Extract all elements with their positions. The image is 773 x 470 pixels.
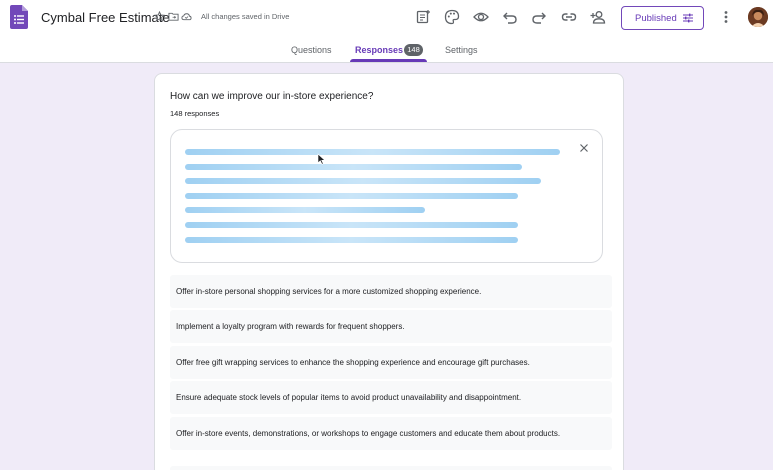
response-item-partial: [170, 466, 612, 470]
google-forms-logo-icon[interactable]: [10, 5, 28, 29]
account-avatar[interactable]: [748, 7, 768, 27]
save-status: All changes saved in Drive: [201, 12, 290, 21]
cloud-saved-icon[interactable]: [181, 11, 192, 22]
question-response-card: How can we improve our in-store experien…: [154, 73, 624, 470]
response-summary-loading-panel: [170, 129, 603, 263]
active-tab-indicator: [350, 59, 427, 62]
response-item: Offer free gift wrapping services to enh…: [170, 346, 612, 379]
palette-icon[interactable]: [444, 9, 460, 25]
avatar-image: [748, 7, 768, 27]
move-to-folder-icon[interactable]: [168, 11, 179, 22]
more-options-icon[interactable]: [720, 9, 732, 25]
preview-icon[interactable]: [473, 9, 489, 25]
response-item: Implement a loyalty program with rewards…: [170, 310, 612, 343]
loading-placeholder-bar: [185, 178, 541, 184]
loading-placeholder-bar: [185, 207, 425, 213]
loading-placeholder-bar: [185, 237, 518, 243]
response-item: Offer in-store personal shopping service…: [170, 275, 612, 308]
mouse-pointer-icon: [317, 153, 326, 165]
redo-icon[interactable]: [531, 9, 547, 25]
publish-button-label: Published: [635, 13, 677, 24]
publish-button[interactable]: Published: [621, 6, 704, 30]
undo-icon[interactable]: [502, 9, 518, 25]
link-icon[interactable]: [561, 9, 577, 25]
tab-responses[interactable]: Responses: [355, 45, 404, 55]
loading-placeholder-bar: [185, 149, 560, 155]
tab-questions[interactable]: Questions: [291, 45, 332, 55]
response-count: 148 responses: [170, 109, 220, 118]
tab-settings[interactable]: Settings: [445, 45, 478, 55]
document-title[interactable]: Cymbal Free Estimate: [41, 10, 170, 25]
loading-placeholder-bar: [185, 164, 522, 170]
loading-placeholder-bar: [185, 222, 518, 228]
app-header: Cymbal Free Estimate All changes saved i…: [0, 0, 773, 63]
add-collaborator-icon[interactable]: [590, 9, 606, 25]
responses-count-badge: 148: [404, 44, 423, 56]
tune-icon: [683, 13, 693, 23]
add-ons-icon[interactable]: [415, 9, 431, 25]
question-title: How can we improve our in-store experien…: [170, 91, 374, 102]
loading-placeholder-bar: [185, 193, 518, 199]
star-icon[interactable]: [154, 11, 165, 22]
response-item: Ensure adequate stock levels of popular …: [170, 381, 612, 414]
response-item: Offer in-store events, demonstrations, o…: [170, 417, 612, 450]
close-icon[interactable]: [579, 143, 589, 153]
